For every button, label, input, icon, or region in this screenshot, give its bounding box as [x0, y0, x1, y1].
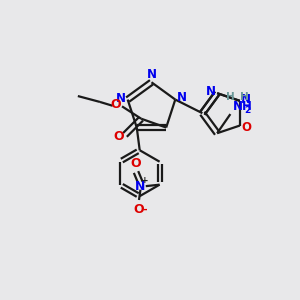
Text: NH: NH [233, 100, 253, 113]
Text: N: N [241, 93, 251, 106]
Text: H: H [226, 92, 235, 102]
Text: O: O [114, 130, 124, 143]
Text: N: N [135, 180, 146, 193]
Text: +: + [141, 176, 148, 185]
Text: N: N [177, 91, 187, 104]
Text: O: O [131, 157, 141, 170]
Text: O: O [241, 121, 251, 134]
Text: -: - [142, 205, 147, 215]
Text: O: O [134, 203, 144, 216]
Text: H: H [240, 92, 249, 102]
Text: N: N [206, 85, 216, 98]
Text: N: N [116, 92, 126, 105]
Text: O: O [110, 98, 121, 111]
Text: 2: 2 [244, 106, 251, 115]
Text: N: N [146, 68, 157, 80]
